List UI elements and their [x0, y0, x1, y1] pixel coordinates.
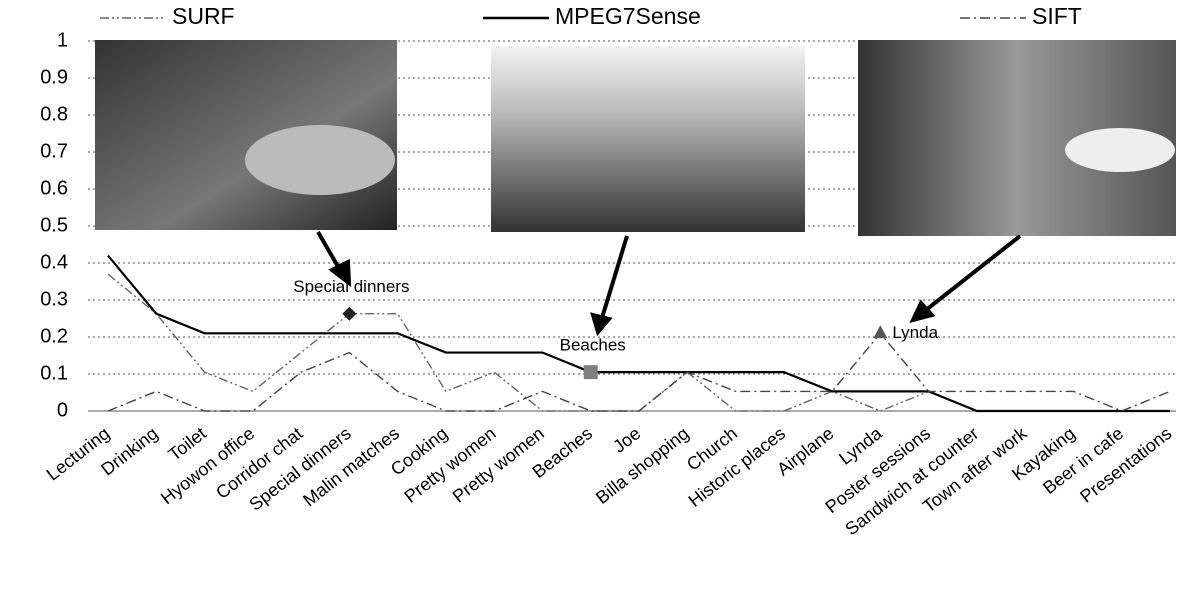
photo-detail: [245, 125, 395, 195]
y-tick-label: 1: [57, 29, 68, 51]
legend-label: SURF: [172, 3, 235, 29]
y-tick-label: 0.3: [40, 288, 68, 310]
marker: [873, 325, 888, 339]
y-tick-label: 0.4: [40, 251, 68, 273]
y-tick-label: 0.8: [40, 103, 68, 125]
annotation-label: Special dinners: [293, 277, 409, 296]
photo: [491, 46, 805, 232]
annotation-label: Beaches: [560, 336, 626, 355]
x-tick-label: Billa shopping: [592, 423, 693, 508]
arrows: [316, 230, 1022, 337]
y-tick-label: 0.6: [40, 177, 68, 199]
legend-label: MPEG7Sense: [555, 3, 701, 29]
y-tick-label: 0.2: [40, 325, 68, 347]
arrow: [316, 230, 342, 272]
y-tick-label: 0: [57, 399, 68, 421]
marker: [342, 306, 357, 321]
series-line: [107, 332, 1171, 412]
series-line: [107, 273, 1170, 412]
arrow-head: [909, 299, 936, 324]
y-tick-label: 0.7: [40, 140, 68, 162]
marker: [583, 365, 598, 380]
series-line: [107, 254, 1170, 413]
x-tick-label: Lecturing: [43, 423, 114, 484]
arrow: [924, 234, 1022, 312]
annotation-label: Lynda: [892, 323, 938, 342]
photo-detail: [1065, 128, 1175, 172]
y-tick-label: 0.9: [40, 66, 68, 88]
arrow-head: [590, 312, 613, 337]
arrow-head: [328, 258, 352, 288]
arrow: [600, 235, 629, 319]
y-tick-label: 0.5: [40, 214, 68, 236]
y-tick-label: 0.1: [40, 362, 68, 384]
x-tick-label: Joe: [609, 423, 644, 457]
photos: [95, 40, 1176, 236]
legend-label: SIFT: [1032, 3, 1082, 29]
